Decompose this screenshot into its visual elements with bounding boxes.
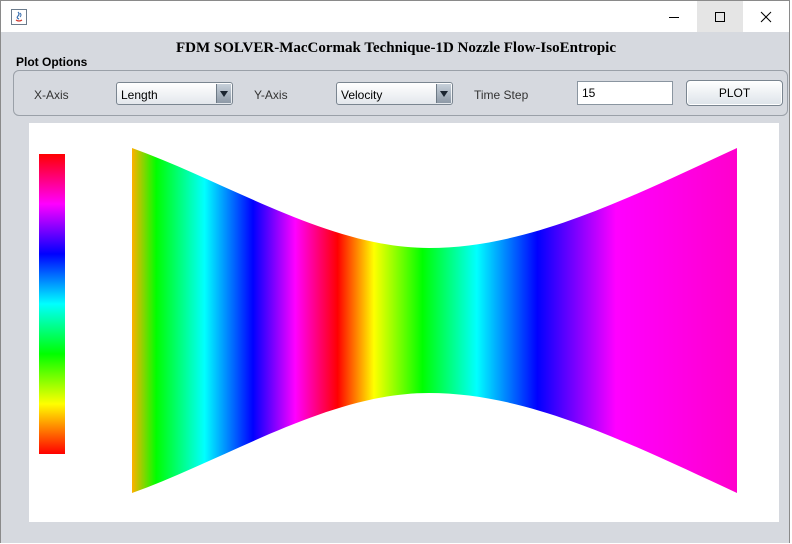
plot-button[interactable]: PLOT <box>686 80 783 106</box>
close-icon <box>760 11 772 22</box>
app-title: FDM SOLVER-MacCormak Technique-1D Nozzle… <box>176 40 616 56</box>
x-axis-dropdown-arrow[interactable] <box>216 84 231 103</box>
time-step-field[interactable] <box>577 81 673 105</box>
maximize-icon <box>715 11 725 22</box>
nozzle-contour-plot <box>132 148 737 493</box>
nozzle-shape <box>132 148 737 493</box>
minimize-button[interactable] <box>651 1 697 32</box>
y-axis-dropdown-arrow[interactable] <box>436 84 451 103</box>
y-axis-label: Y-Axis <box>254 88 288 102</box>
minimize-icon <box>669 16 679 18</box>
title-bar[interactable] <box>1 1 789 32</box>
time-step-label: Time Step <box>474 88 529 102</box>
chevron-down-icon <box>220 90 228 97</box>
y-axis-combobox[interactable]: Velocity <box>336 82 453 105</box>
x-axis-selected-value: Length <box>121 88 158 102</box>
x-axis-combobox[interactable]: Length <box>116 82 233 105</box>
time-step-input[interactable] <box>582 86 670 100</box>
x-axis-label: X-Axis <box>34 88 69 102</box>
java-app-icon <box>11 9 27 25</box>
color-scale-legend <box>39 154 65 454</box>
plot-options-label: Plot Options <box>16 55 88 69</box>
chevron-down-icon <box>440 90 448 97</box>
maximize-button[interactable] <box>697 1 743 32</box>
plot-options-panel: X-Axis Length Y-Axis Velocity Time Step … <box>13 70 788 116</box>
client-area: FDM SOLVER-MacCormak Technique-1D Nozzle… <box>1 32 789 543</box>
close-button[interactable] <box>743 1 789 32</box>
plot-canvas <box>29 123 779 522</box>
y-axis-selected-value: Velocity <box>341 88 383 102</box>
